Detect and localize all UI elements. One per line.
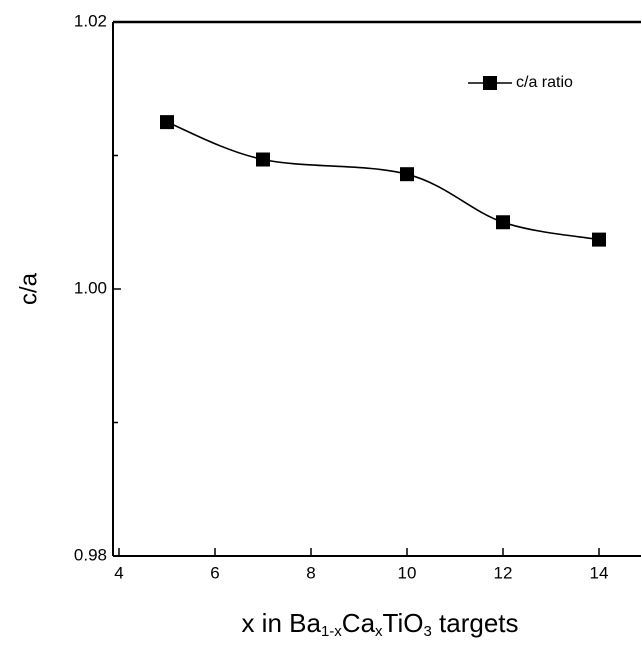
x-label-part: targets (432, 608, 519, 638)
y-tick-label: 1.00 (74, 278, 107, 297)
marker (592, 232, 606, 247)
x-label-part: TiO (383, 608, 424, 638)
y-tick-label: 0.98 (74, 545, 107, 564)
marker (400, 167, 414, 182)
series-line (166, 121, 600, 241)
x-tick-label: 8 (306, 563, 315, 582)
x-label-part: x (375, 623, 383, 640)
x-label-part: Ca (342, 608, 376, 638)
legend-label: c/a ratio (516, 74, 573, 91)
x-tick-label: 4 (114, 563, 123, 582)
x-tick-label: 14 (590, 563, 609, 582)
x-tick-label: 10 (398, 563, 417, 582)
x-label-part: 1-x (321, 623, 342, 640)
x-tick-label: 6 (210, 563, 219, 582)
x-axis-label: x in Ba1-xCaxTiO3 targets (241, 608, 518, 640)
y-tick-label: 1.02 (74, 11, 107, 30)
x-label-part: x in Ba (241, 608, 321, 638)
marker (256, 152, 270, 167)
x-label-part: 3 (423, 623, 431, 640)
marker (496, 215, 510, 230)
legend-marker (483, 76, 497, 90)
y-axis-label: c/a (15, 272, 42, 305)
x-tick-label: 12 (494, 563, 513, 582)
marker (160, 115, 174, 130)
